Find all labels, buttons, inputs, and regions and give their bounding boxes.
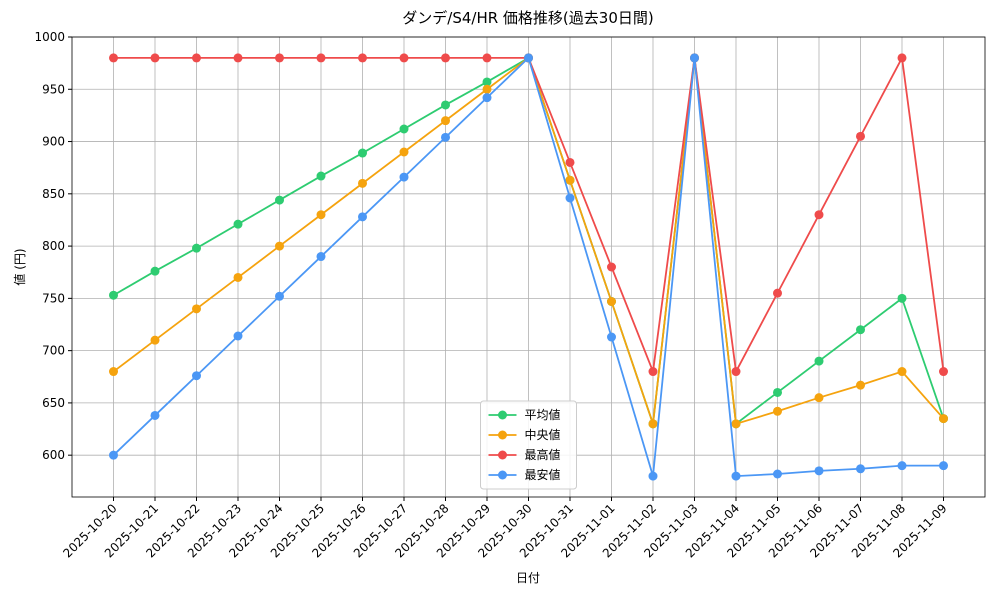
legend-label: 最安値 [525,467,561,482]
data-point [607,297,616,306]
data-point [316,210,326,220]
y-tick-label: 750 [42,291,65,305]
data-point [109,290,118,300]
y-tick-label: 800 [42,239,65,253]
legend-marker [498,430,507,440]
data-point [358,178,367,188]
legend-label: 平均値 [525,407,561,422]
data-point [399,172,409,182]
legend-marker [498,450,507,460]
data-point [358,148,367,158]
y-tick-label: 950 [42,82,65,96]
y-tick-label: 900 [42,135,65,149]
data-point [856,380,865,390]
data-point [897,293,907,303]
data-point [607,332,616,342]
data-point [482,53,492,63]
y-tick-label: 850 [42,187,65,201]
data-point [856,131,865,141]
data-point [441,53,450,63]
data-point [316,171,326,181]
data-point [275,291,284,301]
data-point [773,469,782,479]
data-point [109,53,118,63]
data-point [814,356,824,366]
data-point [482,93,492,103]
data-point [648,367,658,377]
data-point [441,100,450,110]
data-point [731,367,741,377]
data-point [773,387,782,397]
data-point [150,410,160,420]
data-point [150,266,160,276]
data-point [524,53,533,63]
data-point [441,132,450,142]
data-point [233,219,243,229]
data-point [192,304,201,314]
y-tick-label: 650 [42,396,65,410]
data-point [897,367,907,377]
data-point [316,53,326,63]
data-point [192,243,201,253]
data-point [150,53,160,63]
y-tick-label: 1000 [34,30,65,44]
data-point [233,53,243,63]
data-point [565,193,575,203]
data-point [316,252,326,262]
data-point [150,335,160,345]
data-point [441,116,450,126]
data-point [939,414,948,424]
data-point [773,288,782,298]
data-point [773,406,782,416]
y-axis-label: 値 (円) [12,248,27,285]
data-point [814,393,824,403]
data-point [607,262,616,272]
data-point [856,464,865,474]
data-point [399,147,409,157]
data-point [399,124,409,134]
data-point [939,461,948,471]
y-tick-label: 700 [42,344,65,358]
data-point [897,53,907,63]
data-point [482,84,492,94]
data-point [648,471,658,481]
data-point [856,325,865,335]
chart-title: ダンデ/S4/HR 価格推移(過去30日間) [402,9,653,27]
data-point [731,419,741,429]
x-axis-label: 日付 [516,571,540,585]
data-point [275,241,284,251]
data-point [690,53,699,63]
data-point [648,419,658,429]
data-point [565,157,575,167]
data-point [192,371,201,381]
legend-label: 中央値 [525,427,561,442]
data-point [275,195,284,205]
data-point [109,450,118,460]
data-point [233,331,243,341]
data-point [233,272,243,282]
data-point [814,466,824,476]
legend-marker [498,470,507,480]
plot-frame [71,36,986,498]
legend-box [480,400,577,490]
data-point [399,53,409,63]
data-point [482,77,492,87]
y-tick-label: 600 [42,448,65,462]
legend-marker [498,410,507,420]
data-point [814,210,824,220]
data-point [109,367,118,377]
data-point [358,212,367,222]
data-point [897,461,907,471]
data-point [358,53,367,63]
legend-label: 最高値 [525,447,561,462]
data-point [731,471,741,481]
data-point [192,53,201,63]
data-point [565,175,575,185]
data-point [275,53,284,63]
data-point [939,367,948,377]
